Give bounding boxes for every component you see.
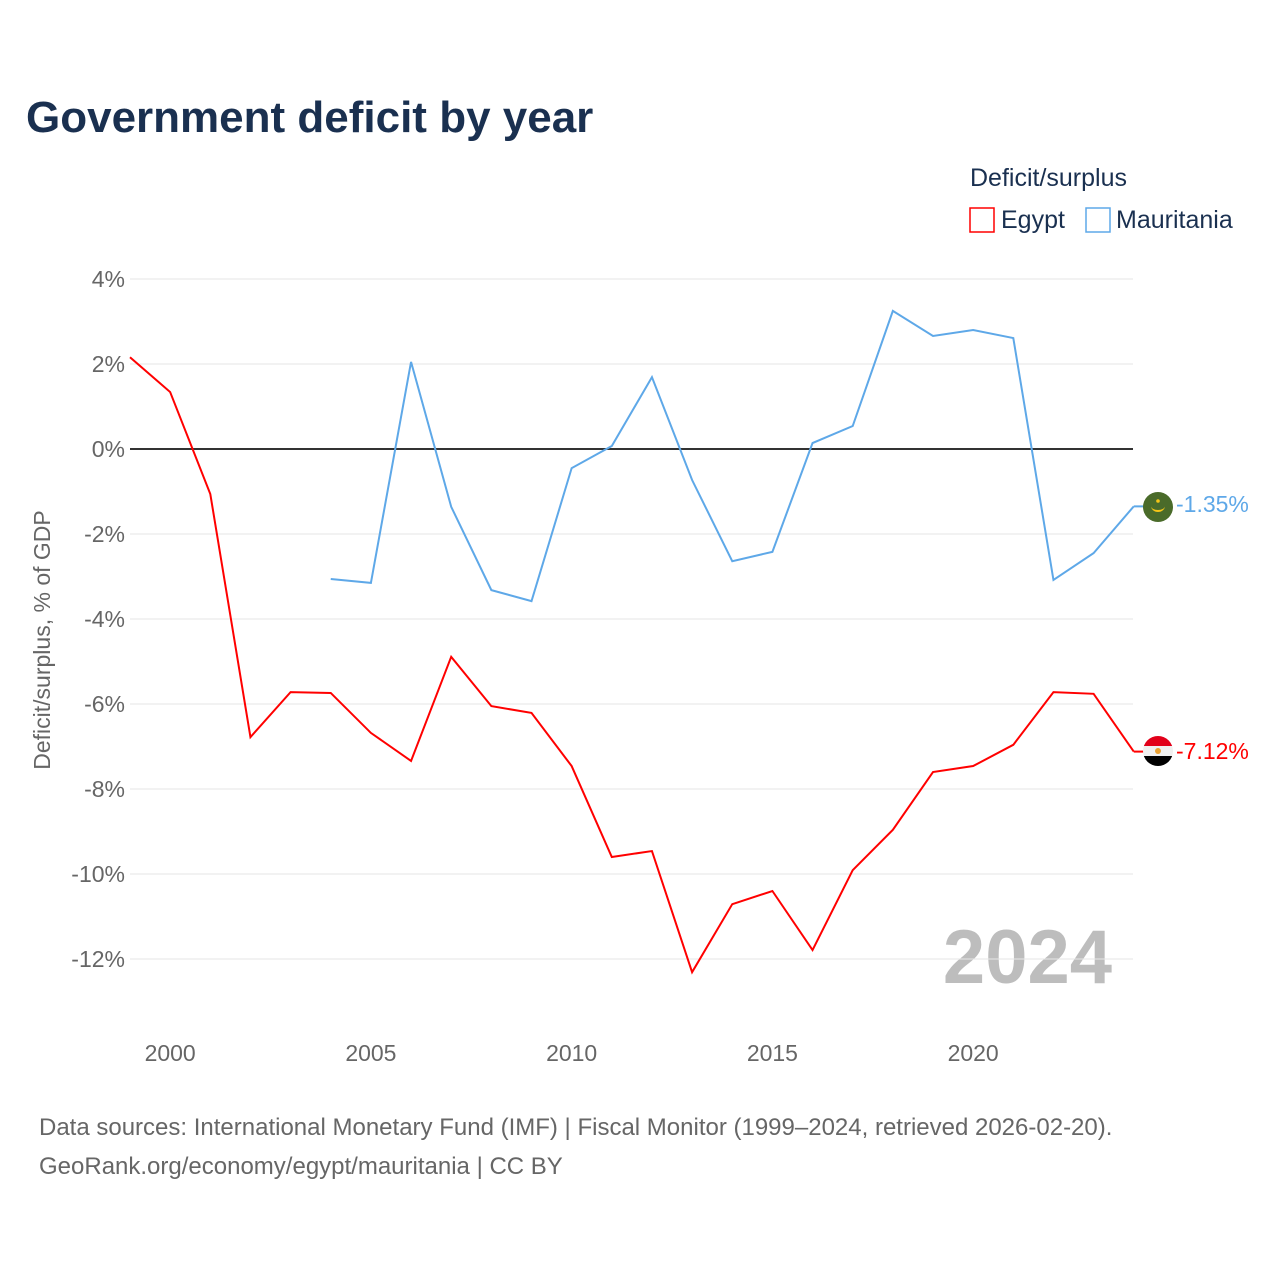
y-tick-label: -10% [71, 861, 125, 887]
x-tick-label: 2000 [145, 1040, 196, 1066]
legend-label-mauritania: Mauritania [1116, 206, 1233, 234]
y-tick-label: 0% [92, 436, 125, 462]
year-watermark: 2024 [943, 915, 1112, 1000]
x-tick-label: 2015 [747, 1040, 798, 1066]
x-tick-label: 2020 [948, 1040, 999, 1066]
y-tick-label: 4% [92, 266, 125, 292]
x-tick-label: 2005 [345, 1040, 396, 1066]
chart-title: Government deficit by year [26, 93, 593, 142]
end-label-egypt: -7.12% [1176, 738, 1249, 764]
legend-swatch-egypt [969, 207, 995, 233]
y-tick-label: 2% [92, 351, 125, 377]
legend-title: Deficit/surplus [970, 164, 1127, 192]
credit-text: GeoRank.org/economy/egypt/mauritania | C… [39, 1153, 563, 1180]
data-source-text: Data sources: International Monetary Fun… [39, 1114, 1113, 1141]
series-line-egypt [129, 356, 1135, 975]
flag-mauritania-icon [1143, 492, 1173, 522]
y-axis-label: Deficit/surplus, % of GDP [29, 510, 55, 769]
y-tick-label: -2% [84, 521, 125, 547]
legend-swatch-mauritania [1085, 207, 1111, 233]
y-tick-label: -4% [84, 606, 125, 632]
legend-item-mauritania[interactable]: Mauritania [1085, 206, 1233, 234]
end-label-mauritania: -1.35% [1176, 491, 1249, 517]
legend-label-egypt: Egypt [1001, 206, 1065, 234]
flag-egypt-icon [1143, 736, 1173, 766]
legend-item-egypt[interactable]: Egypt [969, 206, 1065, 234]
x-tick-label: 2010 [546, 1040, 597, 1066]
series-line-mauritania [330, 309, 1135, 603]
y-tick-label: -12% [71, 946, 125, 972]
footer: Data sources: International Monetary Fun… [39, 1108, 1112, 1186]
y-tick-label: -6% [84, 691, 125, 717]
y-tick-label: -8% [84, 776, 125, 802]
